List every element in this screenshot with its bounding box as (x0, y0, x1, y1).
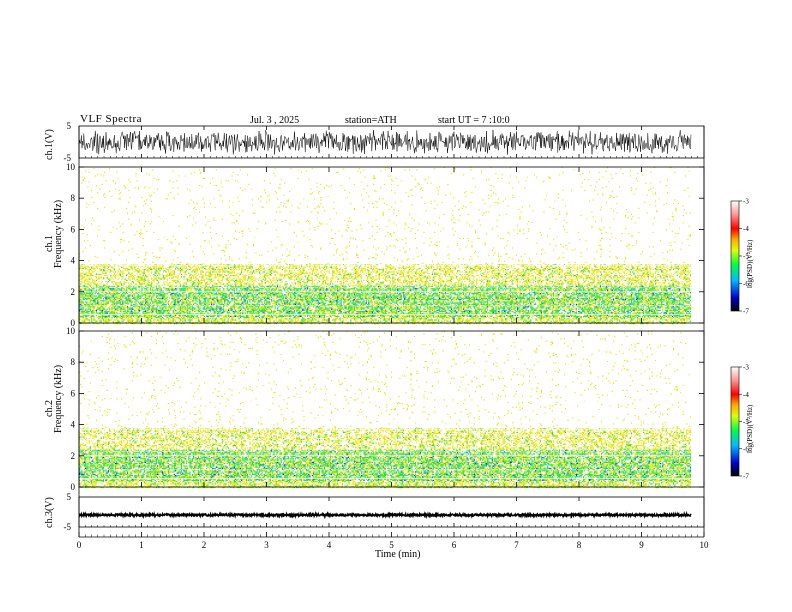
ch1-spectrogram (79, 167, 704, 324)
ch2-spectrogram-nodata (692, 331, 705, 487)
time-axis-tick-label: 1 (139, 540, 144, 550)
time-axis-tick-label: 4 (327, 540, 332, 550)
time-axis-tick-label: 10 (700, 540, 710, 550)
ch3-waveform-ytick-label: 5 (67, 492, 72, 502)
ch3-waveform (79, 514, 691, 516)
ch1-waveform-trace (79, 130, 691, 155)
ch1-spectrogram-ytick-label: 8 (71, 193, 76, 203)
ch1-spectrogram-ytick-label: 4 (71, 256, 76, 266)
ch1-waveform (79, 130, 691, 155)
ch3-waveform-frame (79, 497, 704, 527)
ch1-spectrogram-ytick-label: 2 (71, 287, 76, 297)
colorbar2-tick-label: -7 (743, 473, 749, 481)
colorbar1-tick-label: -6 (743, 280, 749, 288)
colorbar2-tick-label: -4 (743, 391, 749, 399)
ch1-waveform-ytick-label: 5 (67, 121, 72, 131)
ch1-spectrogram-nodata (692, 167, 705, 323)
colorbar2-tick-label: -5 (743, 418, 749, 426)
vlf-figure: 5-5024681002468105-50 1 2 3 4 5 6 7 8 9 10-3-4-5-6… (0, 0, 792, 612)
ch2-spectrogram-ytick-label: 2 (71, 451, 76, 461)
ch3-waveform-trace (79, 514, 691, 516)
ch1-spectrogram-ytick-label: 6 (71, 224, 76, 234)
ch3-waveform-ytick-label: -5 (64, 522, 72, 532)
colorbar1-tick-label: -4 (743, 225, 749, 233)
colorbar2 (731, 367, 739, 476)
colorbar1-tick-label: -7 (743, 308, 749, 316)
colorbar1-tick-label: -3 (743, 198, 749, 206)
ch1-spectrogram-ytick-label: 10 (66, 162, 76, 172)
ch2-spectrogram (79, 331, 704, 488)
time-axis-tick-label: 9 (639, 540, 644, 550)
time-axis-tick-label: 2 (202, 540, 207, 550)
ch2-spectrogram-ytick-label: 0 (71, 482, 76, 492)
ch2-spectrogram-ytick-label: 4 (71, 420, 76, 430)
time-axis-tick-label: 0 (77, 540, 82, 550)
time-axis-tick-label: 5 (389, 540, 394, 550)
colorbar2-tick-label: -3 (743, 364, 749, 372)
ch2-spectrogram-ytick-label: 10 (66, 326, 76, 336)
ch1-waveform-frame (79, 126, 704, 158)
colorbar2-tick-label: -6 (743, 445, 749, 453)
time-axis-tick-label: 3 (264, 540, 269, 550)
time-axis-tick-label: 6 (452, 540, 457, 550)
ch2-spectrogram-ytick-label: 6 (71, 388, 76, 398)
time-axis-tick-label: 8 (577, 540, 582, 550)
colorbar1 (731, 201, 739, 311)
time-axis-tick-label: 7 (514, 540, 519, 550)
colorbar1-tick-label: -5 (743, 253, 749, 261)
ch2-spectrogram-ytick-label: 8 (71, 357, 76, 367)
